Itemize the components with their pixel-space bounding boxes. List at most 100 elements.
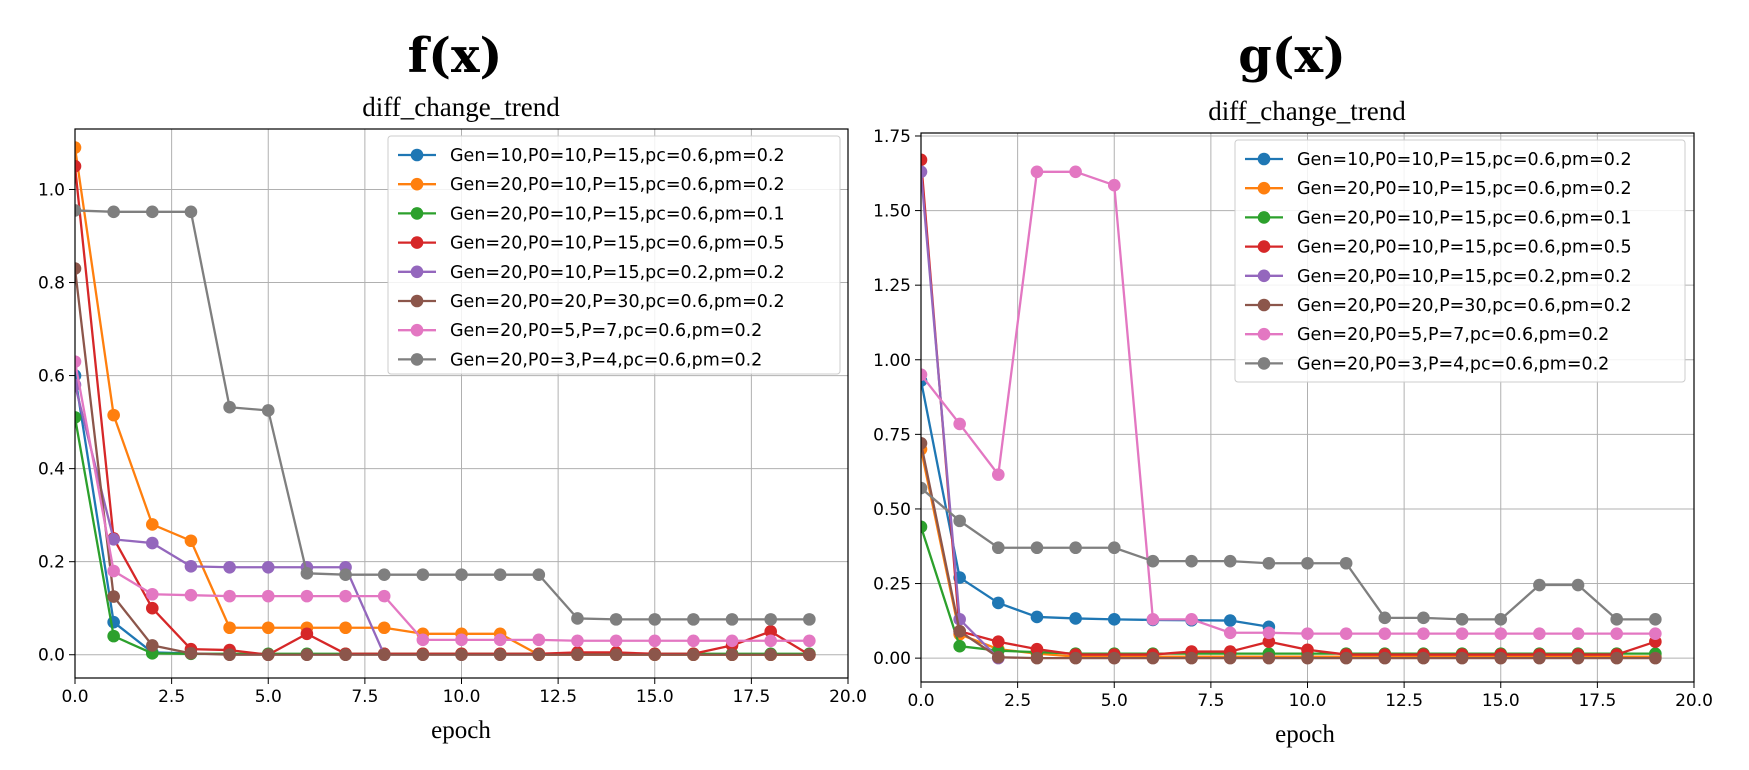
data-point (1571, 578, 1585, 592)
data-point (1030, 642, 1044, 656)
legend-label: Gen=20,P0=10,P=15,pc=0.2,pm=0.2 (450, 263, 785, 283)
data-point (184, 205, 198, 219)
data-point (1223, 554, 1237, 568)
data-point (300, 567, 314, 580)
legend-swatch-marker (1257, 152, 1271, 166)
legend-entry: Gen=20,P0=10,P=15,pc=0.2,pm=0.2 (398, 263, 785, 283)
data-point (687, 648, 700, 662)
data-point (1417, 651, 1430, 665)
x-tick-label: 0.0 (907, 691, 934, 711)
data-point (1030, 651, 1044, 665)
data-point (1146, 651, 1160, 665)
data-point (571, 648, 584, 662)
data-point (146, 587, 159, 601)
data-point (223, 621, 236, 635)
x-tick-label: 17.5 (732, 687, 770, 707)
x-tick-label: 2.5 (1004, 691, 1031, 711)
data-point (1301, 651, 1314, 665)
data-point (1223, 651, 1237, 665)
data-point (455, 568, 468, 582)
data-point (921, 165, 928, 179)
data-point (377, 621, 391, 635)
data-point (1262, 556, 1276, 570)
data-point (184, 588, 198, 602)
series-line (75, 268, 810, 656)
data-point (764, 648, 777, 662)
y-tick-label: 0.00 (873, 649, 911, 669)
data-point (1533, 578, 1546, 592)
series-line (921, 159, 1656, 656)
data-point (1378, 627, 1392, 640)
data-point (1494, 613, 1508, 626)
series-7 (921, 165, 1662, 640)
data-point (261, 560, 275, 574)
legend-entry: Gen=20,P0=20,P=30,pc=0.6,pm=0.2 (398, 292, 785, 312)
data-point (1301, 556, 1314, 570)
legend-box (1234, 139, 1686, 383)
data-point (953, 624, 966, 638)
data-point (377, 648, 391, 662)
x-tick-label: 17.5 (1578, 691, 1616, 711)
series-line (921, 443, 1656, 660)
data-point (687, 634, 700, 648)
data-point (1262, 651, 1276, 665)
data-point (921, 368, 928, 381)
data-point (339, 568, 352, 582)
data-point (1030, 541, 1044, 555)
legend-swatch-marker (410, 265, 424, 279)
data-point (953, 639, 966, 653)
series-1 (75, 369, 198, 660)
data-point (1146, 613, 1160, 626)
data-point (1030, 165, 1044, 179)
legend-label: Gen=20,P0=10,P=15,pc=0.6,pm=0.1 (1297, 208, 1632, 228)
y-tick-label: 0.8 (38, 274, 65, 294)
legend: Gen=10,P0=10,P=15,pc=0.6,pm=0.2 Gen=20,P0… (1234, 139, 1686, 383)
x-tick-label: 20.0 (829, 687, 867, 707)
data-point (75, 411, 82, 424)
legend-entry: Gen=20,P0=10,P=15,pc=0.6,pm=0.5 (1245, 238, 1632, 258)
data-point (764, 613, 777, 626)
data-point (1417, 611, 1430, 625)
data-point (803, 613, 816, 626)
data-point (1455, 627, 1469, 640)
data-point (1571, 627, 1585, 640)
data-point (416, 648, 430, 662)
x-tick-label: 5.0 (255, 687, 282, 707)
legend: Gen=10,P0=10,P=15,pc=0.6,pm=0.2 Gen=20,P0… (387, 135, 841, 375)
data-point (803, 634, 816, 648)
legend-label: Gen=20,P0=5,P=7,pc=0.6,pm=0.2 (450, 321, 762, 341)
legend-entry: Gen=20,P0=10,P=15,pc=0.2,pm=0.2 (1245, 267, 1632, 287)
data-point (764, 625, 777, 638)
data-point (1146, 554, 1160, 568)
data-point (1069, 541, 1082, 555)
data-point (1107, 613, 1121, 626)
x-tick-label: 7.5 (351, 687, 378, 707)
y-tick-label: 1.25 (873, 276, 911, 296)
data-point (107, 533, 120, 546)
legend-label: Gen=20,P0=3,P=4,pc=0.6,pm=0.2 (1297, 354, 1609, 374)
data-point (609, 613, 623, 626)
y-tick-label: 0.25 (873, 575, 911, 595)
series-7 (75, 355, 816, 648)
data-point (75, 262, 82, 275)
data-point (992, 635, 1005, 649)
legend-entry: Gen=20,P0=3,P=4,pc=0.6,pm=0.2 (1245, 354, 1609, 374)
data-point (648, 613, 662, 626)
series-6 (921, 437, 1662, 665)
data-point (146, 601, 159, 615)
data-point (1339, 627, 1353, 640)
data-point (184, 534, 198, 548)
data-point (1030, 610, 1044, 624)
chart-panel-gx: g(x) diff_change_trend epoch 0.0 2.5 5.0 7.… (873, 28, 1713, 748)
x-tick-label: 5.0 (1101, 691, 1128, 711)
legend-label: Gen=10,P0=10,P=15,pc=0.6,pm=0.2 (1297, 150, 1632, 170)
data-point (455, 648, 468, 662)
legend-label: Gen=10,P0=10,P=15,pc=0.6,pm=0.2 (450, 146, 785, 166)
legend-swatch-marker (410, 353, 424, 366)
x-tick-label: 7.5 (1197, 691, 1224, 711)
data-point (1494, 651, 1508, 665)
chart-panel-fx: f(x) diff_change_trend epoch 0.0 2.5 5.0 7.… (38, 28, 867, 744)
data-point (377, 589, 391, 603)
data-point (300, 648, 314, 662)
